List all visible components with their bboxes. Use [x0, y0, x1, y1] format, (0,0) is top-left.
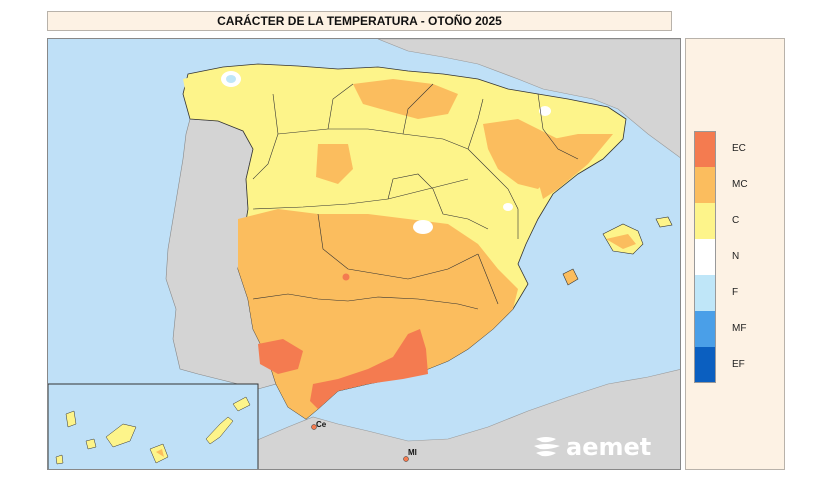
spain-temperature-map: Ce Ml [48, 39, 680, 469]
ibiza [562, 268, 579, 286]
legend-label-mf: MF [732, 323, 747, 334]
map-title: CARÁCTER DE LA TEMPERATURA - OTOÑO 2025 [47, 11, 672, 31]
legend: EC MC C N F MF EF [685, 38, 785, 470]
legend-swatch-c [694, 203, 716, 239]
legend-label-ef: EF [732, 359, 745, 370]
legend-swatch-mc [694, 167, 716, 203]
aemet-logo: aemet [532, 432, 651, 462]
region-mc-south [238, 209, 518, 419]
legend-swatch-n [694, 239, 716, 275]
aemet-logo-icon [534, 437, 560, 457]
region-c-galicia [183, 71, 273, 124]
island-lanzarote [232, 396, 251, 412]
map-title-text: CARÁCTER DE LA TEMPERATURA - OTOÑO 2025 [217, 14, 502, 28]
map-panel: Ce Ml [47, 38, 681, 470]
legend-label-ec: EC [732, 143, 746, 154]
region-ec-spot [342, 273, 350, 281]
region-mc-north [353, 79, 458, 119]
legend-swatch-ec [694, 131, 716, 167]
ceuta-marker [311, 424, 317, 430]
region-f-galicia [226, 75, 236, 83]
island-la-palma [65, 410, 77, 428]
legend-swatch-f [694, 275, 716, 311]
island-gran-canaria-mc [156, 449, 164, 457]
menorca [655, 216, 673, 228]
legend-label-mc: MC [732, 179, 748, 190]
mallorca-mc [606, 234, 636, 249]
region-n-madrid [413, 220, 433, 234]
ceuta-label: Ce [316, 420, 327, 429]
corsica-land [633, 57, 648, 79]
legend-item-mc: MC [694, 167, 774, 203]
region-ec-huelva [258, 339, 303, 374]
legend-label-c: C [732, 215, 740, 226]
region-n-pyrenees [539, 106, 551, 116]
region-mc-center [316, 144, 353, 184]
legend-item-ef: EF [694, 347, 774, 383]
north-africa-land [201, 369, 680, 469]
island-tenerife [105, 423, 137, 448]
island-fuerteventura [205, 416, 234, 445]
melilla-label: Ml [408, 448, 417, 457]
aemet-logo-text: aemet [566, 433, 652, 461]
legend-item-ec: EC [694, 131, 774, 167]
melilla-marker [403, 456, 409, 462]
region-n-east [503, 203, 513, 211]
legend-item-mf: MF [694, 311, 774, 347]
region-ec-south-coast [310, 329, 428, 409]
france-land [377, 39, 680, 158]
legend-item-c: C [694, 203, 774, 239]
legend-item-n: N [694, 239, 774, 275]
region-mc-catalonia [528, 134, 613, 199]
island-la-gomera [85, 438, 97, 450]
legend-item-f: F [694, 275, 774, 311]
island-el-hierro [55, 454, 64, 465]
legend-label-n: N [732, 251, 740, 262]
legend-swatch-ef [694, 347, 716, 383]
region-borders [252, 83, 579, 310]
legend-swatch-mf [694, 311, 716, 347]
legend-label-f: F [732, 287, 739, 298]
